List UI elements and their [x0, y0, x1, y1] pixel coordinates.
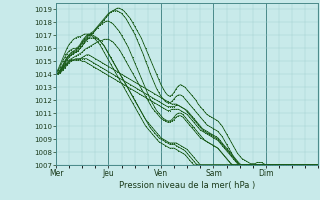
X-axis label: Pression niveau de la mer( hPa ): Pression niveau de la mer( hPa ) — [119, 181, 255, 190]
